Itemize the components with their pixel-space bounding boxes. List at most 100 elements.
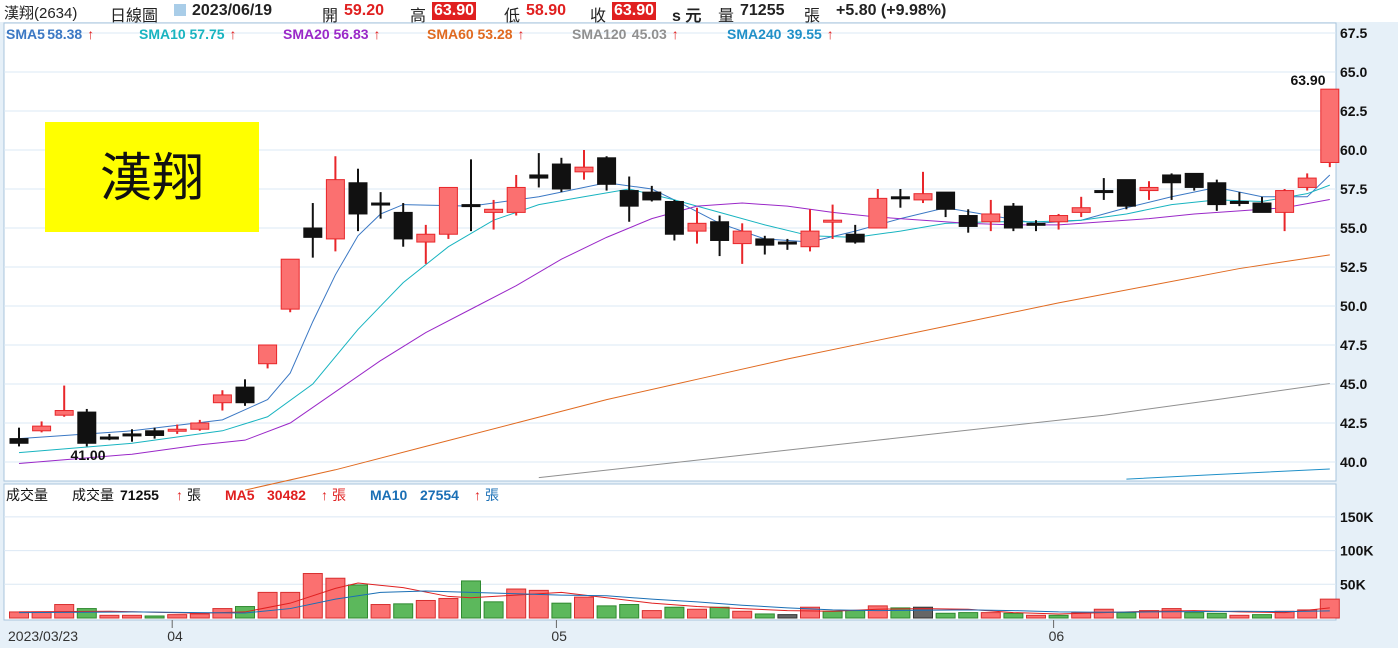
- candle-body: [54, 410, 74, 416]
- ma-legend-name: SMA5: [6, 26, 45, 42]
- volume-up-arrow: ↑: [176, 487, 183, 503]
- candle-body: [145, 430, 165, 436]
- candle-body: [1139, 186, 1159, 192]
- candle-body: [1229, 200, 1249, 204]
- price-tick-label: 40.0: [1340, 454, 1367, 470]
- volume-bar: [596, 605, 617, 619]
- volume-unit: 張: [804, 8, 821, 25]
- volume-bar: [99, 614, 120, 619]
- low-value: 58.90: [526, 2, 567, 19]
- candle-body: [777, 241, 797, 245]
- stock-name: 漢翔(2634): [4, 5, 78, 22]
- candle-body: [303, 227, 323, 238]
- candle-body: [258, 344, 278, 365]
- candle-body: [190, 422, 210, 430]
- ma-legend-value: 53.28: [478, 26, 513, 42]
- ma-legend-value: 58.38: [47, 26, 82, 42]
- vol-ma10-name: MA10: [370, 487, 408, 503]
- volume-bar: [1229, 614, 1250, 619]
- volume-bar: [845, 610, 866, 619]
- price-tick-label: 42.5: [1340, 415, 1367, 431]
- volume-bar: [483, 601, 504, 619]
- stock-label-box: [45, 122, 259, 232]
- x-axis-label: 2023/03/23: [8, 628, 78, 644]
- candle-body: [1252, 202, 1272, 213]
- period-label[interactable]: 日線圖: [110, 8, 159, 25]
- candle-body: [371, 202, 391, 206]
- vol-ma5-unit: 張: [332, 487, 346, 503]
- close-value: 63.90: [612, 2, 657, 20]
- period-dropdown-icon[interactable]: [174, 4, 186, 16]
- volume-legend-value: 71255: [120, 487, 159, 503]
- candle-body: [99, 436, 119, 440]
- price-panel: [3, 22, 1337, 482]
- volume-bar: [709, 606, 730, 619]
- currency-label: s 元: [672, 8, 702, 25]
- volume-bar: [76, 608, 97, 619]
- ma-legend-up-arrow: ↑: [230, 26, 237, 42]
- vol-ma5-value: 30482: [267, 487, 306, 503]
- volume-bar: [528, 589, 549, 619]
- volume-bar: [1048, 614, 1069, 619]
- volume-bar: [461, 580, 481, 619]
- ma-legend-up-arrow: ↑: [672, 26, 679, 42]
- open-label: 開: [322, 8, 339, 25]
- candle-body: [619, 190, 639, 207]
- candle-body: [122, 433, 142, 437]
- candle-body: [597, 157, 617, 185]
- high-label: 高: [410, 8, 427, 25]
- candle-body: [642, 191, 662, 201]
- candle-body: [529, 174, 549, 179]
- candle-body: [280, 258, 300, 310]
- volume-label: 量: [718, 8, 735, 25]
- candle-body: [212, 394, 232, 404]
- candle-body: [77, 411, 97, 444]
- candle-body: [890, 196, 910, 200]
- volume-bar: [1139, 610, 1159, 619]
- volume-value: 71255: [740, 2, 785, 19]
- candle-body: [32, 425, 52, 432]
- volume-bar: [913, 606, 933, 619]
- price-tick-label: 60.0: [1340, 142, 1367, 158]
- ma-line-sma60: [244, 254, 1330, 491]
- candle-body: [800, 230, 820, 248]
- candle-body: [936, 191, 956, 210]
- close-label: 收: [590, 8, 607, 25]
- price-tick-label: 57.5: [1340, 181, 1367, 197]
- candle-body: [325, 179, 345, 240]
- ma-legend-value: 39.55: [787, 26, 822, 42]
- candle-body: [1116, 179, 1136, 207]
- candle-body: [664, 200, 684, 235]
- volume-bar: [348, 584, 368, 619]
- volume-bar: [822, 610, 843, 619]
- volume-bar: [506, 588, 527, 619]
- ma-legend-value: 45.03: [632, 26, 667, 42]
- volume-bar: [687, 608, 707, 619]
- x-axis-label: 05: [551, 628, 567, 644]
- candle-body: [823, 219, 843, 223]
- candle-body: [755, 238, 775, 246]
- candle-body: [235, 386, 255, 404]
- volume-bar: [754, 613, 775, 619]
- candle-body: [958, 215, 978, 227]
- volume-bar: [1026, 614, 1046, 619]
- price-tick-label: 55.0: [1340, 220, 1367, 236]
- candle-body: [1320, 88, 1340, 163]
- candle-body: [461, 204, 481, 208]
- vol-ma10-unit: 張: [485, 487, 499, 503]
- volume-bar: [664, 606, 685, 619]
- candle-body: [732, 230, 752, 245]
- low-annotation: 41.00: [70, 447, 105, 463]
- quote-date: 2023/06/19: [192, 2, 273, 19]
- candle-body: [1184, 172, 1204, 188]
- volume-bar: [777, 614, 798, 619]
- candle-body: [393, 211, 413, 240]
- x-axis-label: 04: [167, 628, 183, 644]
- high-value: 63.90: [432, 2, 477, 20]
- vol-ma10-up-arrow: ↑: [474, 487, 481, 503]
- candle-body: [913, 193, 933, 201]
- candle-body: [1162, 174, 1182, 184]
- volume-bar: [257, 591, 278, 619]
- candle-body: [574, 166, 594, 173]
